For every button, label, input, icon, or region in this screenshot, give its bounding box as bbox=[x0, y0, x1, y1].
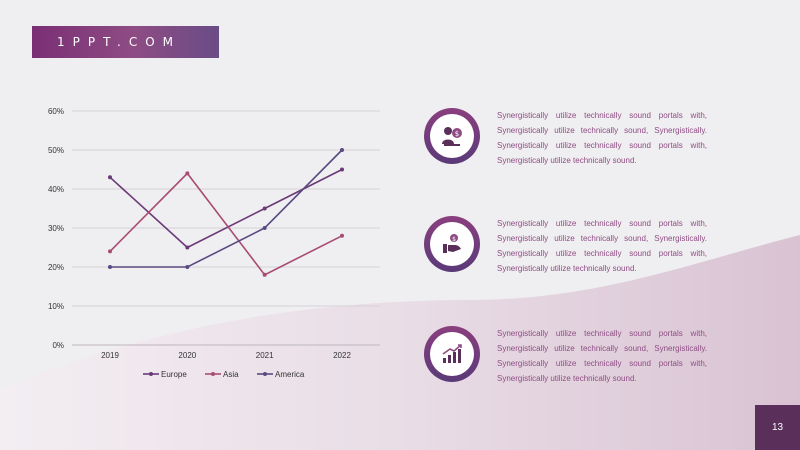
hand-money-icon: $ bbox=[443, 234, 461, 253]
y-tick-label: 0% bbox=[52, 341, 64, 350]
data-point bbox=[262, 206, 267, 211]
page-number: 13 bbox=[755, 405, 800, 450]
brand-banner: 1PPT.COM bbox=[32, 26, 219, 58]
data-point bbox=[340, 148, 344, 152]
icon-badge bbox=[424, 326, 480, 382]
info-item-1: $ Synergistically utilize technically so… bbox=[424, 108, 714, 178]
svg-text:$: $ bbox=[452, 236, 456, 243]
data-point bbox=[340, 233, 344, 238]
info-item-2: $ Synergistically utilize technically so… bbox=[424, 216, 714, 286]
data-point bbox=[185, 171, 190, 176]
item-text: Synergistically utilize technically soun… bbox=[497, 329, 707, 383]
chart-legend: Europe Asia America bbox=[143, 370, 305, 379]
x-tick-label: 2019 bbox=[101, 351, 119, 360]
info-item-3: Synergistically utilize technically soun… bbox=[424, 326, 714, 396]
person-dollar-icon: $ bbox=[442, 127, 462, 146]
icon-badge: $ bbox=[424, 216, 480, 272]
brand-text: 1PPT.COM bbox=[57, 35, 182, 49]
legend-label: Asia bbox=[223, 370, 239, 379]
data-point bbox=[108, 175, 112, 180]
x-tick-label: 2020 bbox=[178, 351, 196, 360]
y-tick-labels: 0% 10% 20% 30% 40% 50% 60% bbox=[48, 107, 64, 350]
y-tick-label: 20% bbox=[48, 263, 64, 272]
legend-label: America bbox=[275, 370, 305, 379]
legend-item: America bbox=[257, 370, 305, 379]
svg-text:$: $ bbox=[455, 130, 459, 138]
series-america bbox=[108, 148, 344, 269]
item-text: Synergistically utilize technically soun… bbox=[497, 219, 707, 273]
x-tick-label: 2022 bbox=[333, 351, 351, 360]
series-line bbox=[110, 149, 343, 268]
series-line bbox=[109, 172, 343, 276]
data-point bbox=[185, 265, 190, 269]
chart-series bbox=[108, 148, 344, 277]
data-point bbox=[262, 226, 267, 230]
y-tick-label: 40% bbox=[48, 185, 64, 194]
y-tick-label: 10% bbox=[48, 302, 64, 311]
series-line bbox=[109, 168, 343, 249]
legend-marker bbox=[211, 372, 215, 376]
y-tick-label: 30% bbox=[48, 224, 64, 233]
legend-item: Europe bbox=[143, 370, 187, 379]
data-point bbox=[185, 245, 190, 250]
data-point bbox=[108, 265, 112, 269]
item-text: Synergistically utilize technically soun… bbox=[497, 111, 707, 165]
y-tick-label: 50% bbox=[48, 146, 64, 155]
data-point bbox=[262, 272, 267, 277]
data-point bbox=[340, 167, 344, 172]
legend-item: Asia bbox=[205, 370, 239, 379]
series-europe bbox=[108, 167, 344, 250]
legend-marker bbox=[149, 372, 153, 376]
series-asia bbox=[108, 171, 344, 277]
x-tick-labels: 2019 2020 2021 2022 bbox=[101, 351, 351, 360]
legend-marker bbox=[263, 372, 267, 376]
legend-label: Europe bbox=[161, 370, 187, 379]
x-tick-label: 2021 bbox=[256, 351, 274, 360]
y-tick-label: 60% bbox=[48, 107, 64, 116]
data-point bbox=[108, 249, 112, 254]
icon-badge: $ bbox=[424, 108, 480, 164]
growth-chart-icon bbox=[442, 344, 462, 363]
